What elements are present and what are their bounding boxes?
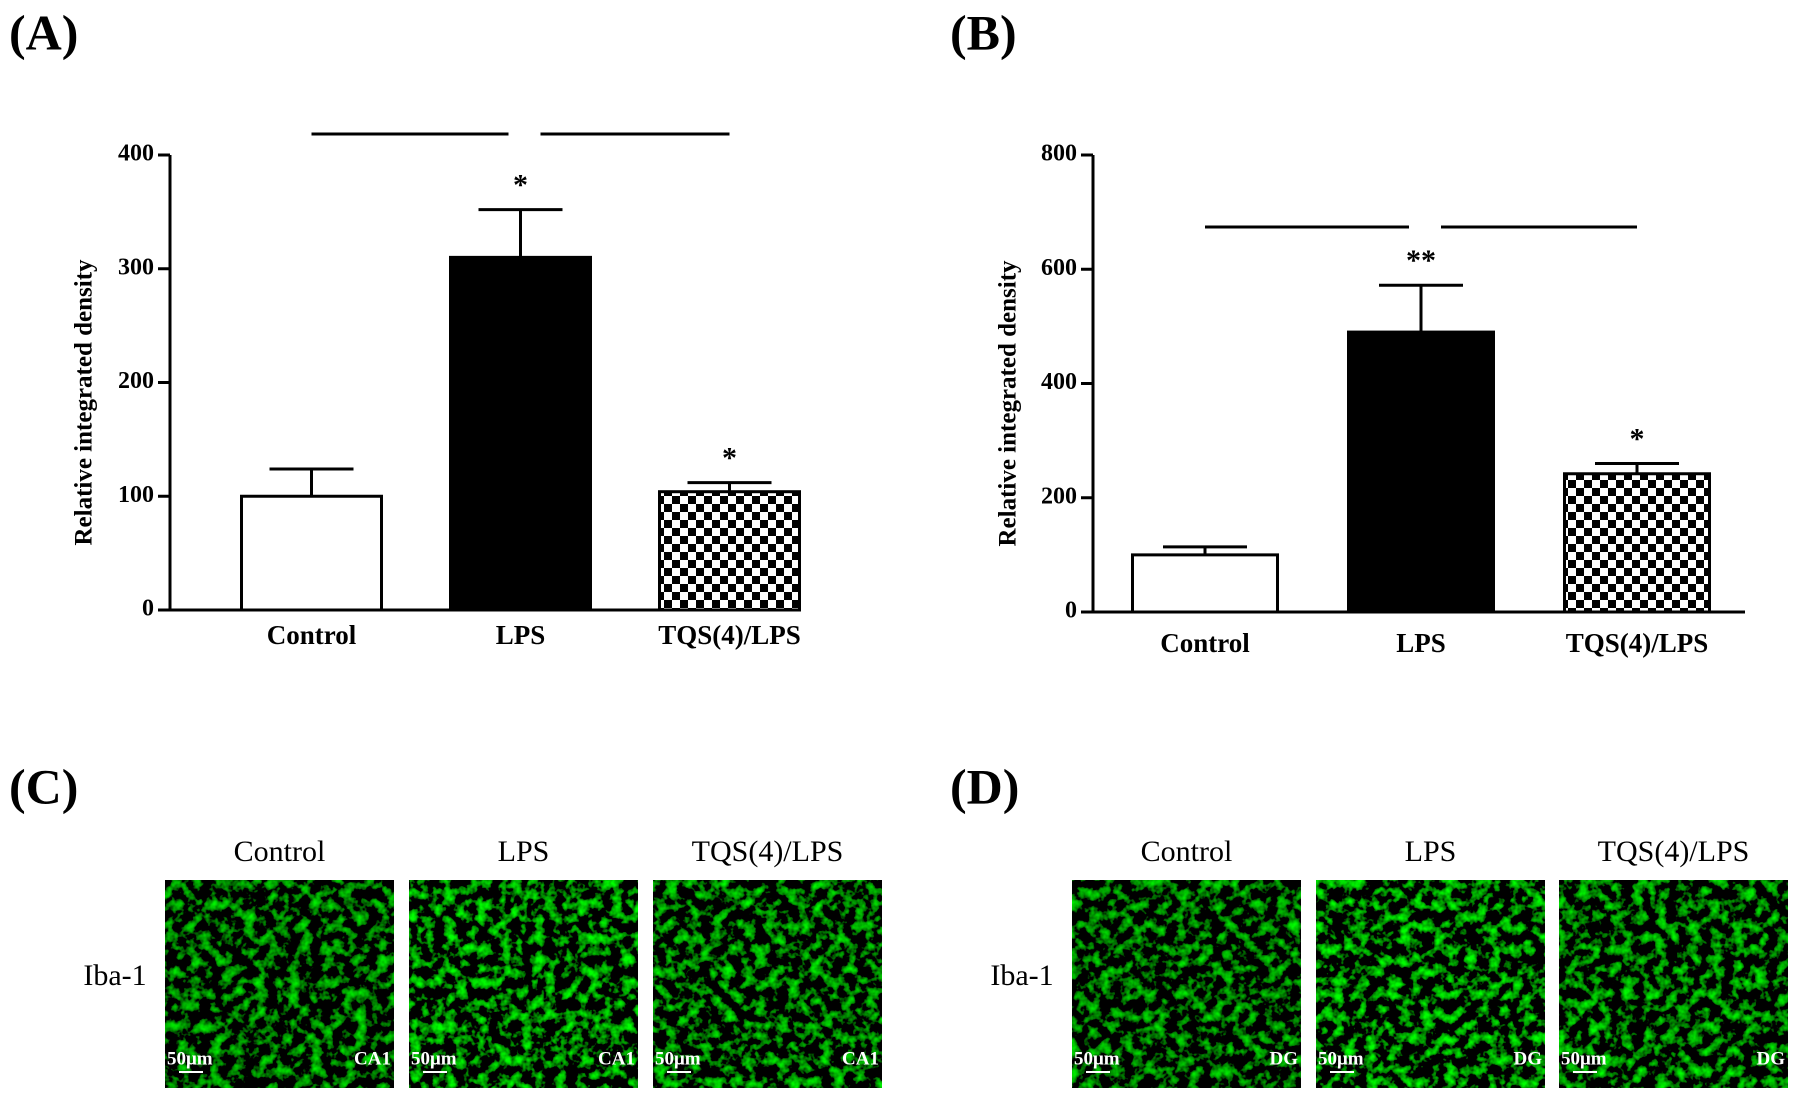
- column-title: LPS: [498, 835, 550, 868]
- y-tick-label: 300: [118, 254, 154, 280]
- x-tick-label: LPS: [496, 620, 546, 650]
- x-tick-label: Control: [1160, 628, 1250, 658]
- region-label: CA1: [842, 1048, 879, 1069]
- y-tick-label: 100: [118, 482, 154, 508]
- column-title: Control: [234, 835, 326, 868]
- micrograph: [409, 880, 638, 1088]
- significance-mark: *: [513, 168, 528, 201]
- column-title: TQS(4)/LPS: [1598, 835, 1750, 868]
- scale-bar-label: 50μm: [1074, 1048, 1120, 1069]
- micrograph: [653, 880, 882, 1088]
- y-tick-label: 0: [1065, 598, 1077, 624]
- y-tick-label: 400: [1041, 369, 1077, 395]
- y-tick-label: 0: [142, 596, 154, 622]
- panel-label: (A): [9, 4, 78, 60]
- micrograph: [1559, 880, 1788, 1088]
- panel-label: (C): [9, 758, 78, 814]
- scale-bar-label: 50μm: [1318, 1048, 1364, 1069]
- region-label: CA1: [598, 1048, 635, 1069]
- region-label: CA1: [354, 1048, 391, 1069]
- x-tick-label: LPS: [1396, 628, 1446, 658]
- scale-bar-label: 50μm: [167, 1048, 213, 1069]
- column-title: TQS(4)/LPS: [692, 835, 844, 868]
- error-bar: [478, 208, 563, 258]
- error-bar: [1379, 283, 1463, 333]
- y-tick-label: 200: [118, 368, 154, 394]
- y-tick-label: 400: [118, 141, 154, 167]
- error-bar: [1595, 461, 1679, 474]
- panel-label: (B): [950, 4, 1017, 60]
- error-bar: [687, 481, 772, 492]
- x-tick-label: TQS(4)/LPS: [658, 620, 801, 650]
- bar: [449, 255, 592, 612]
- significance-mark: **: [1406, 244, 1436, 277]
- bar: [1347, 330, 1495, 614]
- scale-bar-label: 50μm: [655, 1048, 701, 1069]
- significance-mark: *: [722, 441, 737, 474]
- scale-bar-label: 50μm: [1561, 1048, 1607, 1069]
- y-tick-label: 800: [1041, 141, 1077, 167]
- y-axis-label: Relative integrated density: [995, 260, 1022, 547]
- scale-bar-label: 50μm: [411, 1048, 457, 1069]
- region-label: DG: [1270, 1048, 1299, 1069]
- region-label: DG: [1757, 1048, 1786, 1069]
- micrograph: [165, 880, 394, 1088]
- significance-mark: *: [1630, 422, 1645, 455]
- bar: [1563, 472, 1711, 614]
- micrograph: [1316, 880, 1545, 1088]
- panel-label: (D): [950, 758, 1019, 814]
- column-title: LPS: [1405, 835, 1457, 868]
- y-axis-label: Relative integrated density: [71, 259, 98, 546]
- region-label: DG: [1514, 1048, 1543, 1069]
- x-tick-label: TQS(4)/LPS: [1566, 628, 1709, 658]
- x-tick-label: Control: [267, 620, 357, 650]
- bar: [240, 494, 383, 612]
- bar: [658, 490, 801, 612]
- micrograph: [1072, 880, 1301, 1088]
- error-bar: [269, 467, 354, 497]
- column-title: Control: [1141, 835, 1233, 868]
- row-label: Iba-1: [83, 959, 146, 992]
- bar: [1131, 553, 1279, 614]
- y-tick-label: 600: [1041, 255, 1077, 281]
- row-label: Iba-1: [990, 959, 1053, 992]
- y-tick-label: 200: [1041, 483, 1077, 509]
